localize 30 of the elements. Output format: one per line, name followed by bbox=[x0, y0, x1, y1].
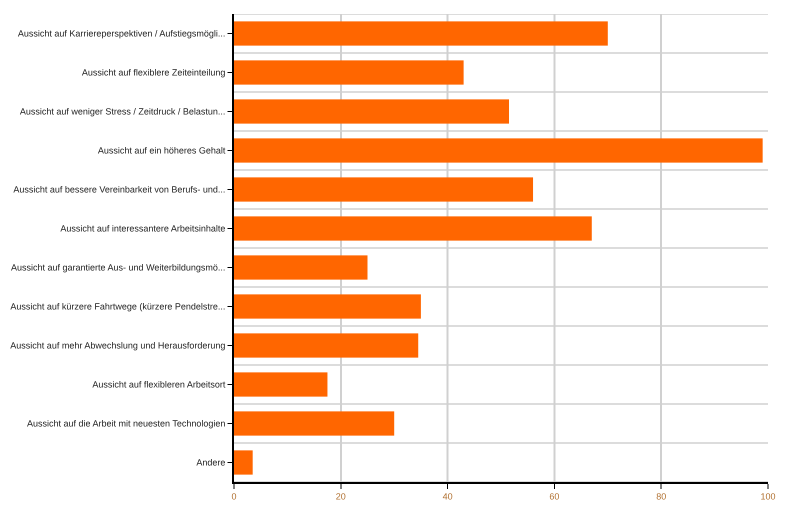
y-tick-label: Aussicht auf flexiblere Zeiteinteilung bbox=[82, 68, 226, 78]
y-tick-label: Aussicht auf flexibleren Arbeitsort bbox=[92, 380, 226, 390]
y-tick-label: Aussicht auf weniger Stress / Zeitdruck / Belastun... bbox=[20, 106, 226, 117]
bar bbox=[234, 255, 368, 280]
y-tick-label: Aussicht auf ein höheres Gehalt bbox=[98, 146, 226, 156]
bar bbox=[234, 372, 328, 397]
bar bbox=[234, 333, 418, 358]
bar bbox=[234, 294, 421, 319]
bar bbox=[234, 99, 510, 124]
y-tick-label: Aussicht auf bessere Vereinbarkeit von Berufs- und... bbox=[13, 184, 226, 195]
y-tick-label: Aussicht auf mehr Abwechslung und Herausforderung bbox=[10, 340, 226, 351]
bar bbox=[234, 216, 592, 241]
bar bbox=[234, 411, 394, 436]
y-tick-label: Aussicht auf interessantere Arbeitsinhalte bbox=[60, 224, 226, 234]
bar bbox=[234, 60, 464, 85]
y-tick-label: Aussicht auf garantierte Aus- und Weiterbildungsmö... bbox=[10, 262, 226, 273]
y-tick-label: Aussicht auf die Arbeit mit neuesten Technologien bbox=[26, 418, 226, 429]
y-tick-label: Andere bbox=[196, 458, 226, 468]
y-tick-label: Aussicht auf kürzere Fahrtwege (kürzere Pendelstre... bbox=[10, 302, 226, 312]
bar bbox=[234, 138, 763, 163]
x-tick-label: 60 bbox=[549, 492, 560, 502]
bar bbox=[234, 177, 534, 202]
bar bbox=[234, 450, 253, 475]
x-tick-label: 20 bbox=[336, 492, 346, 502]
x-tick-label: 0 bbox=[231, 492, 237, 502]
bar bbox=[234, 21, 608, 46]
x-tick-label: 100 bbox=[760, 492, 776, 502]
x-tick-label: 80 bbox=[656, 492, 666, 502]
x-tick-label: 40 bbox=[442, 492, 453, 502]
y-tick-label: Aussicht auf Karriereperspektiven / Aufstiegsmögli... bbox=[18, 28, 226, 39]
